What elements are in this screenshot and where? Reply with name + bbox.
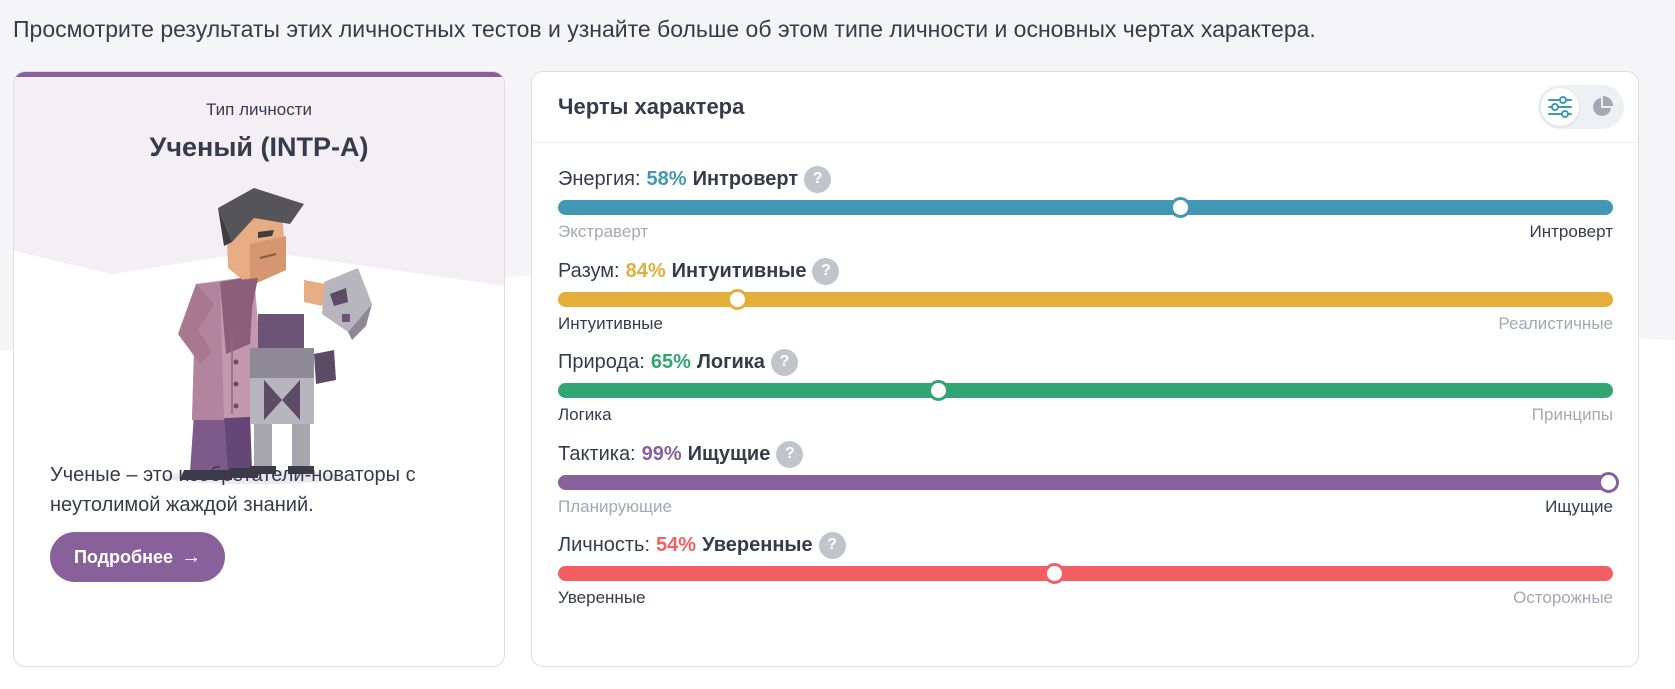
trait-percent: 84%	[625, 259, 666, 282]
traits-card: Черты характера	[531, 71, 1639, 667]
trait-label: Природа:	[558, 350, 645, 373]
trait-bar	[558, 197, 1613, 218]
trait-side: Интуитивные	[671, 259, 807, 282]
trait-side: Уверенные	[702, 533, 813, 556]
help-icon[interactable]: ?	[776, 440, 804, 468]
traits-title: Черты характера	[558, 94, 745, 119]
sliders-icon	[1548, 96, 1572, 118]
personality-type-card: Тип личности Ученый (INTP-A)	[13, 71, 505, 667]
pie-chart-icon	[1593, 96, 1613, 116]
left-pole: Уверенные	[558, 588, 646, 607]
help-icon[interactable]: ?	[770, 348, 798, 376]
trait-slider-knob[interactable]	[927, 380, 949, 401]
trait-side: Интроверт	[692, 167, 799, 190]
left-pole: Интуитивные	[558, 314, 663, 333]
trait-heading: Природа: 65% Логика ?	[558, 347, 798, 377]
sliders-view-button[interactable]	[1541, 88, 1579, 126]
help-icon[interactable]: ?	[804, 165, 832, 193]
trait-percent: 58%	[646, 167, 687, 190]
trait-identity: Личность: 54% Уверенные ? Уверенные Осто…	[558, 530, 1613, 620]
type-label: Тип личности	[206, 100, 312, 119]
right-pole: Принципы	[1531, 405, 1613, 424]
left-pole: Планирующие	[558, 497, 672, 516]
trait-mind: Разум: 84% Интуитивные ? Интуитивные Реа…	[558, 256, 1613, 346]
right-pole: Ищущие	[1545, 497, 1613, 516]
trait-label: Личность:	[558, 533, 651, 556]
intro-text: Просмотрите результаты этих личностных т…	[13, 16, 1316, 42]
trait-bar	[558, 289, 1613, 310]
trait-slider-knob[interactable]	[1597, 472, 1619, 493]
trait-percent: 65%	[650, 350, 691, 373]
trait-bar	[558, 563, 1613, 584]
trait-label: Энергия:	[558, 167, 641, 190]
more-button-label: Подробнее	[73, 546, 174, 567]
right-pole: Реалистичные	[1498, 314, 1613, 333]
help-icon[interactable]: ?	[812, 257, 840, 285]
left-pole: Логика	[558, 405, 612, 424]
scientist-illustration	[164, 188, 372, 484]
pie-view-button[interactable]	[1583, 88, 1621, 126]
left-pole: Экстраверт	[558, 222, 649, 241]
trait-heading: Энергия: 58% Интроверт ?	[558, 164, 832, 194]
trait-side: Ищущие	[687, 442, 771, 465]
more-button[interactable]: Подробнее →	[50, 532, 225, 582]
trait-bar	[558, 380, 1613, 401]
right-pole: Интроверт	[1529, 222, 1613, 241]
trait-slider-knob[interactable]	[727, 289, 749, 310]
trait-percent: 99%	[641, 442, 682, 465]
trait-nature: Природа: 65% Логика ? Логика Принципы	[558, 347, 1613, 437]
trait-bar	[558, 472, 1619, 493]
trait-side: Логика	[696, 350, 765, 373]
trait-tactics: Тактика: 99% Ищущие ? Планирующие Ищущие	[558, 439, 1619, 529]
trait-percent: 54%	[656, 533, 697, 556]
view-toggle	[1538, 85, 1624, 129]
trait-heading: Личность: 54% Уверенные ?	[558, 530, 846, 560]
trait-heading: Тактика: 99% Ищущие ?	[558, 439, 804, 469]
trait-slider-knob[interactable]	[1170, 197, 1192, 218]
trait-label: Разум:	[558, 259, 620, 282]
help-icon[interactable]: ?	[818, 531, 846, 559]
type-name: Ученый (INTP-A)	[149, 132, 369, 162]
card-accent-bar	[14, 72, 504, 77]
arrow-right-icon: →	[181, 545, 202, 568]
trait-slider-knob[interactable]	[1043, 563, 1065, 584]
trait-heading: Разум: 84% Интуитивные ?	[558, 256, 840, 286]
trait-energy: Энергия: 58% Интроверт ? Экстраверт Интр…	[558, 164, 1613, 254]
traits-header: Черты характера	[532, 72, 1638, 143]
type-description: Ученые – это изобретатели-новаторы с неу…	[50, 464, 416, 516]
right-pole: Осторожные	[1513, 588, 1613, 607]
trait-label: Тактика:	[558, 442, 636, 465]
